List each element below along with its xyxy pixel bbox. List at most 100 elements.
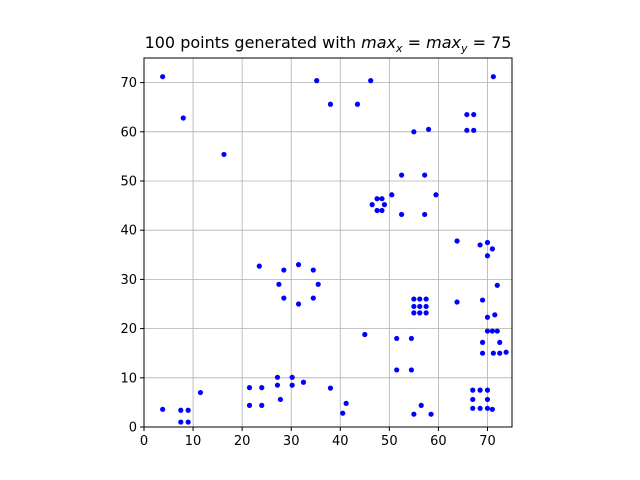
y-tick-label: 0 xyxy=(129,421,137,436)
data-point xyxy=(454,299,460,305)
data-point xyxy=(327,101,334,107)
data-point xyxy=(259,385,265,391)
data-point xyxy=(471,127,477,133)
data-point xyxy=(408,335,415,342)
y-tick-label: 10 xyxy=(120,371,137,386)
data-point xyxy=(484,328,491,334)
data-point xyxy=(310,267,316,273)
data-point xyxy=(417,296,423,302)
y-tick-label: 50 xyxy=(120,175,137,190)
y-tick-label: 30 xyxy=(120,273,137,288)
data-point xyxy=(185,407,191,413)
data-point xyxy=(423,310,429,316)
data-point xyxy=(276,281,282,287)
data-point xyxy=(494,282,500,288)
data-point xyxy=(464,127,470,133)
data-point xyxy=(484,239,491,246)
grid-layer xyxy=(143,58,512,428)
data-point xyxy=(417,310,423,316)
data-point xyxy=(246,385,253,391)
axis-ticks: 0 10 20 30 40 50 60 70 0 10 20 30 40 50 60 70 xyxy=(120,76,495,449)
data-point xyxy=(274,382,281,388)
data-point xyxy=(464,111,470,118)
data-point xyxy=(295,262,302,268)
data-point xyxy=(477,242,483,248)
data-point xyxy=(484,405,491,411)
data-point xyxy=(259,402,265,408)
data-point xyxy=(433,192,439,198)
x-tick-label: 20 xyxy=(234,434,251,449)
data-point xyxy=(394,335,400,342)
data-point xyxy=(411,303,417,310)
data-point xyxy=(422,172,428,178)
data-point xyxy=(479,350,486,356)
data-point xyxy=(503,349,509,355)
data-points xyxy=(160,74,509,425)
data-point xyxy=(160,406,166,412)
data-point xyxy=(178,407,184,413)
x-tick-label: 60 xyxy=(430,434,447,449)
x-tick-label: 40 xyxy=(332,434,349,449)
data-point xyxy=(246,402,253,408)
data-point xyxy=(221,151,227,158)
data-point xyxy=(281,295,287,301)
y-tick-label: 60 xyxy=(120,125,137,140)
data-point xyxy=(178,419,184,425)
data-point xyxy=(489,406,495,412)
data-point xyxy=(160,74,166,80)
data-point xyxy=(423,303,429,310)
data-point xyxy=(477,387,483,393)
data-point xyxy=(425,126,432,132)
data-point xyxy=(497,339,503,345)
data-point xyxy=(408,367,415,373)
x-tick-label: 50 xyxy=(381,434,398,449)
data-point xyxy=(484,396,491,403)
data-point xyxy=(479,339,486,345)
data-point xyxy=(368,78,374,84)
data-point xyxy=(454,238,460,244)
x-tick-label: 0 xyxy=(140,434,148,449)
chart-title: 100 points generated with maxx = maxy = … xyxy=(145,33,512,55)
data-point xyxy=(411,129,417,135)
data-point xyxy=(379,207,385,214)
data-point xyxy=(295,301,302,307)
data-point xyxy=(411,296,417,302)
data-point xyxy=(423,296,429,302)
plot-area-frame xyxy=(143,57,513,428)
data-point xyxy=(277,396,284,403)
data-point xyxy=(490,350,496,356)
data-point xyxy=(484,314,491,320)
data-point xyxy=(470,387,476,393)
data-point xyxy=(281,267,287,273)
data-point xyxy=(374,207,380,214)
data-point xyxy=(470,396,476,403)
data-point xyxy=(381,202,388,208)
data-point xyxy=(484,387,491,393)
y-tick-label: 40 xyxy=(120,224,137,239)
data-point xyxy=(300,379,307,385)
data-point xyxy=(379,196,385,202)
data-point xyxy=(428,411,434,417)
x-tick-label: 10 xyxy=(185,434,202,449)
data-point xyxy=(274,374,281,380)
data-point xyxy=(389,192,395,198)
data-point xyxy=(340,410,346,416)
data-point xyxy=(484,253,491,259)
data-point xyxy=(180,115,186,121)
data-point xyxy=(315,281,321,287)
data-point xyxy=(394,367,400,373)
data-point xyxy=(422,211,428,218)
data-point xyxy=(399,211,405,218)
data-point xyxy=(418,402,424,408)
data-point xyxy=(289,382,295,388)
data-point xyxy=(492,312,498,318)
data-point xyxy=(497,350,503,356)
data-point xyxy=(369,202,375,208)
data-point xyxy=(489,328,495,334)
data-point xyxy=(374,196,380,202)
data-point xyxy=(471,111,477,118)
data-point xyxy=(417,303,423,310)
data-point xyxy=(411,310,417,316)
data-point xyxy=(314,78,320,84)
